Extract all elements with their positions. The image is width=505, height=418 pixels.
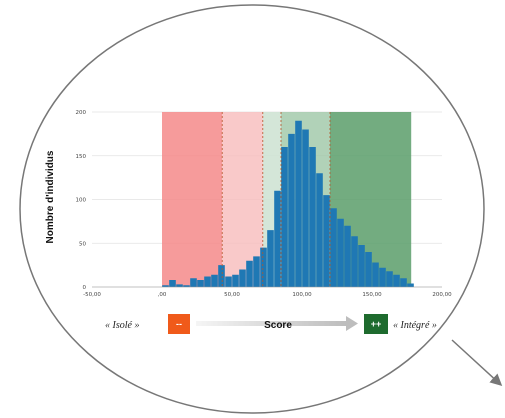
histogram-plot: 0 50 100 150 200 -50,00 ,00 50,00 100,00 150,00 2… — [76, 110, 453, 298]
histogram-bar — [183, 285, 190, 287]
score-label: Score — [264, 320, 292, 331]
x-tick-labels: -50,00 ,00 50,00 100,00 150,00 200,00 — [83, 292, 452, 298]
x-tick-label: ,00 — [158, 292, 167, 298]
y-tick-label: 100 — [76, 198, 87, 204]
histogram-bar — [218, 265, 225, 287]
pointer-arrow — [451, 339, 503, 387]
histogram-bar — [323, 195, 330, 287]
histogram-bar — [204, 276, 211, 287]
x-tick-label: 50,00 — [224, 292, 240, 298]
histogram-bar — [162, 285, 169, 287]
x-tick-label: 200,00 — [432, 292, 452, 298]
histogram-bar — [295, 120, 302, 287]
histogram-bar — [232, 274, 239, 287]
score-legend: « Isolé » -- Score ++ « Intégré » — [105, 314, 437, 334]
y-tick-label: 150 — [76, 154, 87, 160]
histogram-bar — [274, 190, 281, 287]
histogram-bar — [169, 280, 176, 287]
histogram-bar — [393, 274, 400, 287]
zone-dividers — [221, 112, 331, 287]
histogram-bar — [365, 252, 372, 287]
histogram-bar — [358, 245, 365, 287]
y-tick-label: 0 — [83, 285, 87, 291]
score-arrow-bar — [196, 321, 346, 326]
histogram-bar — [400, 278, 407, 287]
histogram-bar — [267, 230, 274, 287]
histogram-bar — [309, 147, 316, 287]
histogram-bar — [197, 280, 204, 287]
histogram-bar — [253, 256, 260, 287]
score-arrow-head — [346, 316, 358, 331]
histogram-bar — [316, 173, 323, 287]
histogram-bar — [379, 267, 386, 287]
histogram-bar — [288, 133, 295, 287]
x-tick-label: 150,00 — [362, 292, 382, 298]
histogram-bar — [351, 236, 358, 287]
histogram-bar — [225, 276, 232, 287]
histogram-bar — [386, 271, 393, 287]
histogram-bar — [337, 218, 344, 287]
histogram-bar — [302, 129, 309, 287]
left-badge-text: -- — [176, 319, 182, 329]
histogram-bars — [162, 120, 414, 287]
y-tick-label: 200 — [76, 110, 87, 116]
histogram-bar — [246, 260, 253, 287]
left-pole-label: « Isolé » — [105, 320, 139, 331]
score-zone — [162, 112, 223, 287]
histogram-bar — [281, 147, 288, 287]
y-tick-label: 50 — [79, 241, 86, 247]
right-pole-label: « Intégré » — [393, 320, 437, 331]
histogram-bar — [239, 269, 246, 287]
y-axis-label: Nombre d'individus — [45, 150, 56, 243]
x-tick-label: -50,00 — [83, 292, 101, 298]
histogram-bar — [190, 278, 197, 287]
histogram-bar — [407, 283, 414, 287]
histogram-bar — [176, 284, 183, 287]
histogram-bar — [260, 247, 267, 287]
x-tick-label: 100,00 — [292, 292, 312, 298]
histogram-bar — [330, 208, 337, 287]
histogram-bar — [372, 262, 379, 287]
histogram-bar — [344, 225, 351, 287]
left-badge — [168, 314, 190, 334]
right-badge-text: ++ — [371, 319, 382, 329]
right-badge — [364, 314, 388, 334]
histogram-bar — [211, 274, 218, 287]
y-tick-labels: 0 50 100 150 200 — [76, 110, 87, 291]
